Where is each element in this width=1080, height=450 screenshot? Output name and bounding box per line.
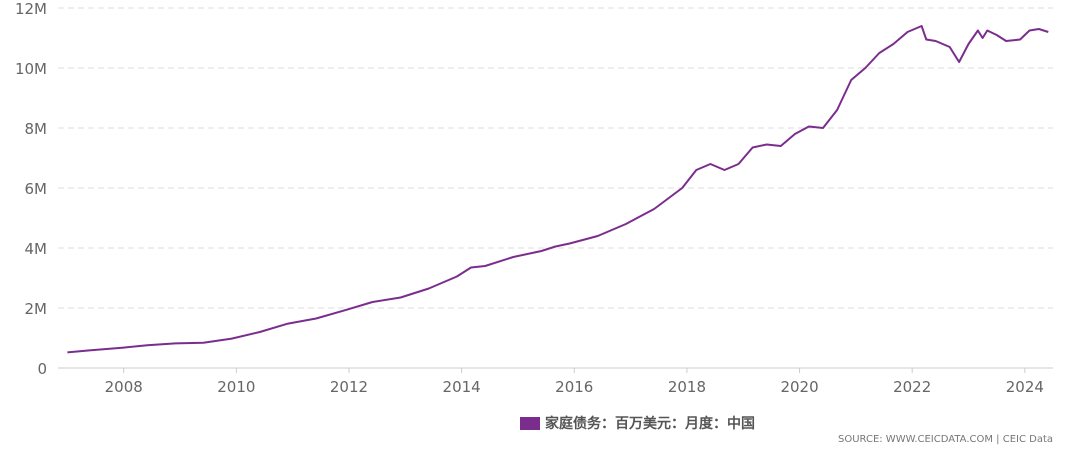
x-tick-label: 2024 — [1006, 378, 1044, 396]
x-tick-label: 2016 — [555, 378, 593, 396]
legend-label: 家庭债务：百万美元：月度：中国 — [545, 416, 755, 432]
x-tick-label: 2010 — [217, 378, 255, 396]
gridlines — [58, 7, 1053, 369]
source-note: SOURCE: WWW.CEICDATA.COM | CEIC Data — [837, 434, 1053, 445]
x-tick-label: 2020 — [780, 378, 818, 396]
y-tick-label: 12M — [15, 0, 47, 18]
legend[interactable]: 家庭债务：百万美元：月度：中国 — [520, 413, 755, 433]
y-tick-label: 10M — [15, 60, 47, 78]
x-tick-label: 2012 — [330, 378, 368, 396]
y-tick-label: 2M — [25, 300, 48, 318]
series-line[interactable] — [67, 25, 1049, 354]
y-axis-ticks: 0 2M 4M 6M 8M 10M 12M — [15, 0, 47, 378]
x-axis-ticks: 2008 2010 2012 2014 2016 2018 2020 2022 2024 — [105, 368, 1044, 396]
y-tick-label: 8M — [25, 120, 48, 138]
legend-swatch — [520, 416, 540, 430]
x-tick-label: 2014 — [443, 378, 481, 396]
y-tick-label: 4M — [25, 240, 48, 258]
x-tick-label: 2018 — [668, 378, 706, 396]
x-tick-label: 2022 — [893, 378, 931, 396]
series-layer — [67, 25, 1049, 354]
y-tick-label: 6M — [25, 180, 48, 198]
x-tick-label: 2008 — [105, 378, 143, 396]
y-tick-label: 0 — [37, 360, 47, 378]
